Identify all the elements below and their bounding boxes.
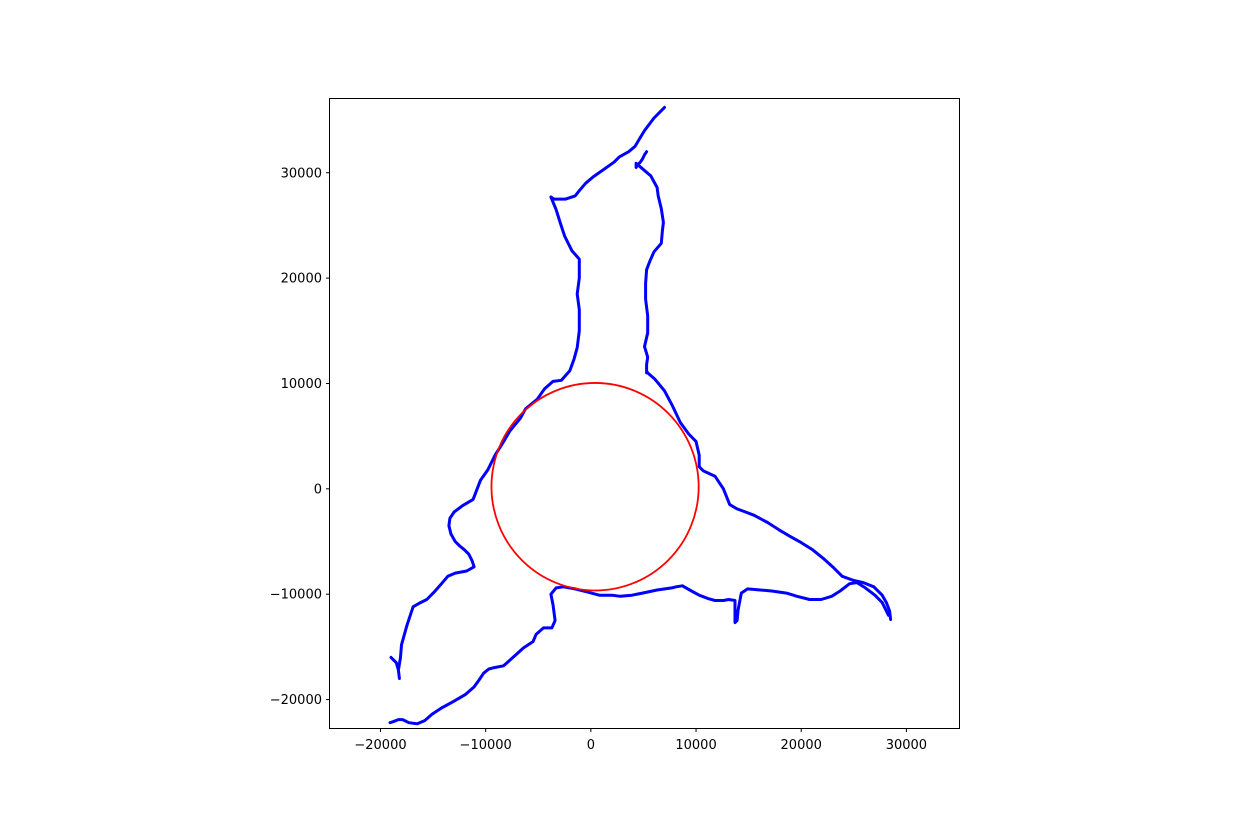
plot-content [388, 105, 893, 726]
y-tick-label: −10000 [270, 588, 322, 603]
plot-frame [329, 98, 960, 729]
y-axis-ticks: −20000 −10000 0 10000 20000 30000 [270, 166, 330, 708]
x-axis-ticks: −20000 −10000 0 10000 20000 30000 [354, 728, 927, 753]
y-tick-label: −20000 [270, 693, 322, 708]
x-tick-label: 0 [587, 738, 595, 753]
y-tick-label: 10000 [281, 377, 322, 392]
x-tick-label: 30000 [886, 738, 927, 753]
x-tick-label: 10000 [675, 738, 716, 753]
y-tick-label: 30000 [281, 166, 322, 181]
y-tick-label: 0 [314, 482, 322, 497]
red-circle-1 [490, 382, 700, 592]
x-tick-label: −20000 [354, 738, 406, 753]
x-tick-label: −10000 [460, 738, 512, 753]
trajectory-line-2 [634, 150, 893, 621]
y-tick-label: 20000 [281, 272, 322, 287]
trajectory-line-3 [388, 581, 890, 726]
trajectory-line-1 [389, 105, 666, 680]
x-tick-label: 20000 [781, 738, 822, 753]
